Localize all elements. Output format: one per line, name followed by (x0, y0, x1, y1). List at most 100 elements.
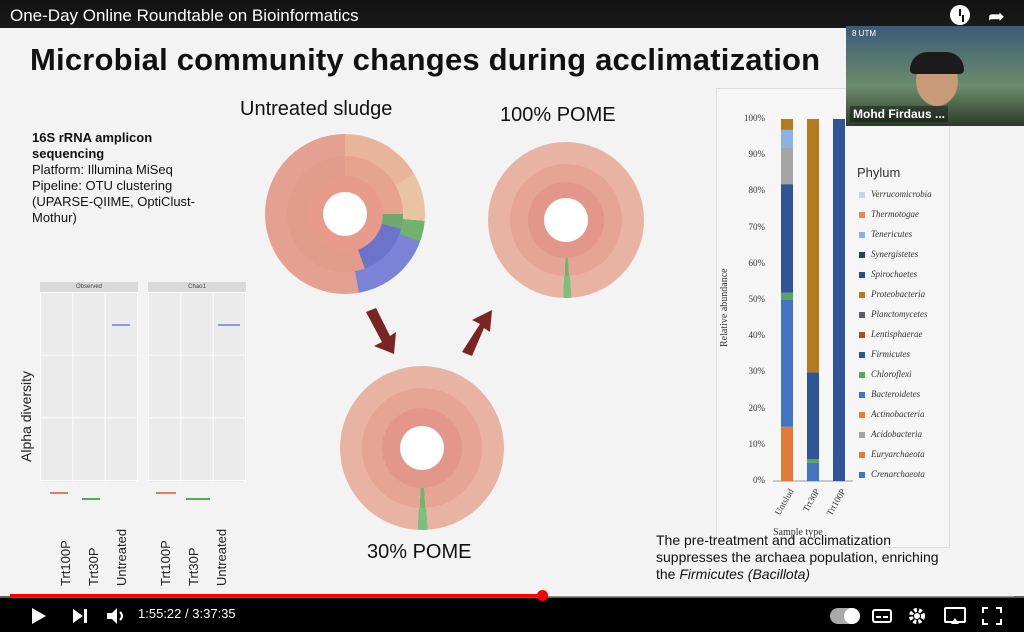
legend-item: Spirochaetes (859, 269, 917, 279)
legend-swatch (859, 251, 865, 258)
bar-segment-euryarchaeota (781, 426, 793, 481)
legend-item: Acidobacteria (859, 429, 922, 439)
legend-label: Lentisphaerae (871, 329, 923, 339)
label-untreated-sludge: Untreated sludge (240, 98, 393, 120)
caption-line: The pre-treatment and acclimatization (656, 532, 891, 548)
method-title: 16S rRNA amplicon sequencing (32, 130, 153, 161)
progress-played (10, 594, 543, 597)
time-total: 3:37:35 (192, 606, 236, 621)
chart-ylabel: Relative abundance (719, 268, 730, 347)
facet-title: Chao1 (148, 282, 246, 292)
legend-swatch (859, 471, 865, 478)
settings-gear-icon[interactable] (908, 607, 926, 625)
legend-item: Synergistetes (859, 249, 918, 259)
legend-item: Actinobacteria (859, 409, 925, 419)
y-tick-label: 10% (748, 438, 766, 449)
arrow-up-icon (462, 310, 492, 356)
share-icon[interactable]: ➦ (988, 6, 1005, 28)
legend-swatch (859, 211, 865, 218)
method-line: (UPARSE-QIIME, OptiClust- (32, 194, 196, 209)
bar-segment-proteobacteria (781, 119, 793, 130)
legend-swatch (859, 311, 865, 318)
legend-swatch (859, 271, 865, 278)
video-title[interactable]: One-Day Online Roundtable on Bioinformat… (10, 6, 359, 25)
chart-xlabel: Sample type (773, 527, 823, 538)
legend-label: Firmicutes (871, 349, 910, 359)
legend-title: Phylum (857, 165, 901, 180)
y-tick-label: 40% (748, 330, 766, 341)
scrubber-handle[interactable] (537, 590, 549, 601)
legend-item: Verrucomicrobia (859, 189, 932, 199)
legend-label: Proteobacteria (871, 289, 926, 299)
cast-icon[interactable] (944, 607, 966, 625)
alpha-xtick: Trt30P (86, 547, 101, 586)
legend-swatch (859, 331, 865, 338)
slide-title: Microbial community changes during accli… (30, 42, 821, 77)
sunburst-100-pome (488, 142, 644, 298)
legend-label: Actinobacteria (871, 409, 925, 419)
y-tick-label: 90% (748, 149, 766, 160)
autoplay-toggle[interactable] (830, 608, 860, 624)
y-tick-label: 80% (748, 185, 766, 196)
legend-swatch (859, 371, 865, 378)
time-separator: / (185, 606, 189, 621)
caption-line: suppresses the archaea population, enric… (656, 549, 939, 565)
method-line: Pipeline: OTU clustering (32, 178, 173, 193)
watch-later-icon[interactable] (950, 5, 970, 25)
legend-item: Thermotogae (859, 209, 919, 219)
legend-swatch (859, 411, 865, 418)
legend-label: Synergistetes (871, 249, 919, 259)
facet-observed: Observed (40, 282, 138, 500)
volume-icon[interactable] (106, 607, 128, 625)
bar-segment-acidobacteria (781, 147, 793, 185)
legend-item: Chloroflexi (859, 369, 912, 379)
bar-segment-chloroflexi (807, 459, 819, 463)
legend-swatch (859, 231, 865, 238)
sunburst-untreated (265, 134, 425, 294)
y-tick-label: 50% (748, 294, 766, 304)
legend-swatch (859, 191, 865, 198)
bar-segment-bacteroidetes (807, 462, 819, 481)
alpha-diversity-plot: Observed Chao1 (40, 282, 248, 500)
fullscreen-icon[interactable] (982, 607, 1002, 625)
y-tick-label: 30% (748, 366, 766, 377)
relative-abundance-chart: Relative abundance Sample type Phylum Ve… (716, 88, 950, 548)
webcam-brand: 8 UTM (852, 29, 876, 38)
legend-item: Planctomycetes (859, 309, 927, 319)
bar-segment-tenericutes (781, 129, 793, 148)
sunburst-30-pome (340, 366, 504, 530)
alpha-xtick: Trt30P (186, 547, 201, 586)
legend-item: Proteobacteria (859, 289, 925, 299)
legend-swatch (859, 291, 865, 298)
presenter-webcam: 8 UTM Mohd Firdaus ... (846, 26, 1024, 126)
alpha-xtick: Untreated (214, 528, 229, 586)
next-icon[interactable] (72, 608, 90, 624)
video-title-bar: One-Day Online Roundtable on Bioinformat… (0, 0, 1024, 28)
alpha-xtick: Untreated (114, 528, 129, 586)
play-icon[interactable] (30, 607, 48, 625)
legend-label: Tenericutes (871, 229, 913, 239)
legend-item: Crenarchaeota (859, 469, 925, 479)
bar-segment-chloroflexi (781, 292, 793, 300)
legend-label: Euryarchaeota (871, 449, 925, 459)
stacked-bar-plot (773, 119, 853, 482)
legend-swatch (859, 451, 865, 458)
progress-bar[interactable] (10, 590, 1014, 601)
facet-chao1: Chao1 (148, 282, 246, 500)
legend-label: Crenarchaeota (871, 469, 925, 479)
legend-swatch (859, 391, 865, 398)
y-tick-label: 60% (748, 257, 766, 268)
legend-item: Bacteroidetes (859, 389, 920, 399)
y-tick-label: 100% (744, 113, 765, 123)
subtitles-icon[interactable] (872, 609, 892, 623)
method-description: 16S rRNA amplicon sequencing Platform: I… (32, 130, 222, 226)
facet-title: Observed (40, 282, 138, 292)
legend-label: Verrucomicrobia (871, 189, 932, 199)
legend-item: Euryarchaeota (859, 449, 925, 459)
time-current: 1:55:22 (138, 606, 182, 621)
presenter-hair (910, 52, 964, 74)
legend-label: Planctomycetes (871, 309, 928, 319)
slide-caption: The pre-treatment and acclimatization su… (656, 532, 996, 583)
bar-segment-firmicutes (833, 119, 845, 481)
